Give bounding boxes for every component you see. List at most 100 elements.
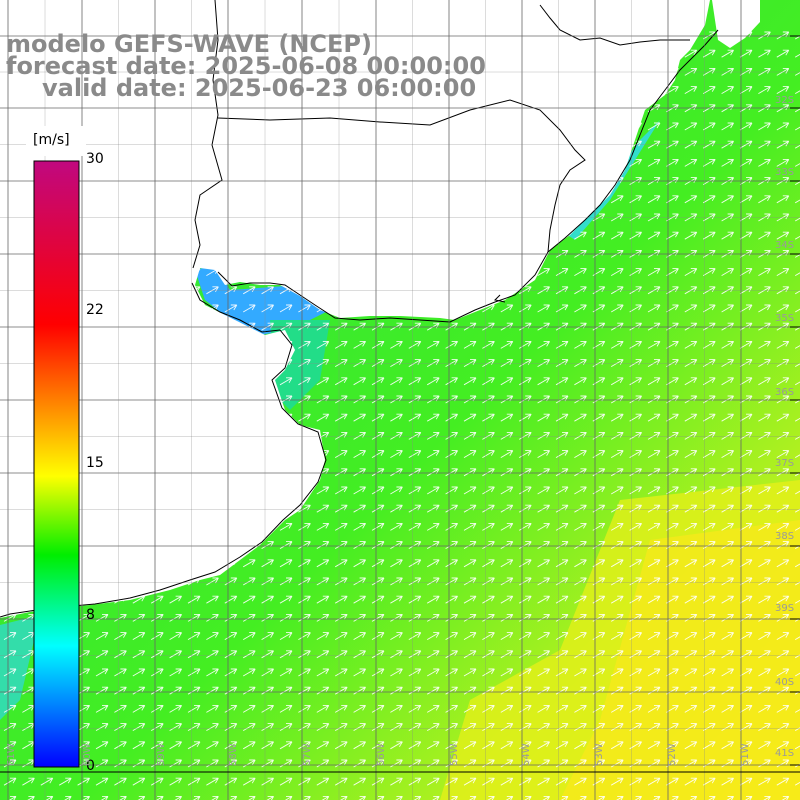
wind-arrow bbox=[224, 704, 238, 713]
wind-arrow bbox=[721, 359, 734, 367]
wind-arrow bbox=[739, 632, 753, 640]
wind-arrow bbox=[371, 450, 385, 458]
wind-arrow bbox=[279, 704, 293, 713]
wind-arrow bbox=[794, 636, 800, 640]
wind-arrow bbox=[261, 577, 274, 586]
wind-arrow bbox=[187, 632, 201, 640]
wind-arrow bbox=[666, 231, 679, 240]
wind-arrow bbox=[298, 595, 311, 604]
wind-arrow bbox=[390, 595, 403, 604]
wind-arrow bbox=[739, 268, 753, 276]
wind-arrow bbox=[242, 723, 256, 731]
peak-speed-patch bbox=[560, 520, 800, 800]
wind-arrow bbox=[684, 268, 698, 276]
wind-arrow bbox=[426, 704, 440, 713]
wind-arrow bbox=[298, 359, 311, 367]
wind-arrow bbox=[739, 613, 753, 622]
wind-arrow bbox=[390, 486, 403, 495]
wind-arrow bbox=[334, 486, 348, 495]
wind-arrow bbox=[684, 632, 698, 640]
wind-arrow bbox=[647, 741, 661, 750]
wind-arrow bbox=[445, 632, 458, 640]
wind-arrow bbox=[279, 613, 293, 622]
wind-arrow bbox=[739, 304, 753, 313]
colorbar-tick-15: 15 bbox=[86, 455, 104, 471]
wind-arrow bbox=[463, 668, 477, 677]
wind-arrow bbox=[150, 686, 164, 695]
wind-arrow bbox=[353, 340, 366, 349]
wind-arrow bbox=[610, 759, 624, 768]
wind-arrow bbox=[242, 741, 256, 750]
wind-arrow bbox=[555, 522, 569, 531]
wind-arrow bbox=[794, 527, 800, 531]
wind-arrow bbox=[463, 450, 477, 458]
wind-arrow bbox=[684, 122, 698, 131]
wind-arrow bbox=[500, 650, 514, 659]
wind-arrow bbox=[169, 650, 182, 659]
wind-arrow bbox=[794, 90, 800, 94]
lat-label-32s: 32S bbox=[775, 95, 795, 106]
wind-arrow bbox=[242, 759, 256, 768]
wind-arrow bbox=[445, 486, 458, 495]
wind-arrow bbox=[739, 668, 753, 677]
wind-arrow bbox=[518, 704, 532, 713]
wind-arrow bbox=[77, 668, 90, 677]
wind-arrow bbox=[408, 650, 422, 659]
wind-arrow bbox=[334, 723, 348, 731]
wind-arrow bbox=[758, 340, 771, 349]
wind-arrow bbox=[132, 686, 146, 695]
wind-arrow bbox=[334, 559, 348, 568]
wind-arrow bbox=[702, 741, 716, 750]
wind-arrow bbox=[500, 704, 514, 713]
wind-arrow bbox=[206, 741, 219, 750]
wind-arrow bbox=[114, 686, 127, 695]
wind-arrow bbox=[279, 741, 293, 750]
wind-arrow bbox=[426, 741, 440, 750]
wind-arrow bbox=[518, 595, 532, 604]
wind-arrow bbox=[684, 340, 698, 349]
wind-arrow bbox=[150, 777, 164, 786]
lat-label-36s: 36S bbox=[775, 387, 795, 398]
wind-arrow bbox=[426, 340, 440, 349]
wind-arrow bbox=[169, 668, 182, 677]
wind-arrow bbox=[206, 777, 219, 786]
wind-arrow bbox=[574, 759, 587, 768]
wind-arrow bbox=[482, 650, 495, 659]
wind-arrow bbox=[776, 359, 790, 367]
wind-arrow bbox=[739, 595, 753, 604]
wind-arrow bbox=[794, 53, 800, 58]
coastline bbox=[217, 99, 586, 253]
wind-arrow bbox=[721, 686, 734, 695]
wind-arrow bbox=[95, 668, 109, 677]
wind-arrow bbox=[702, 340, 716, 349]
wind-arrow bbox=[647, 268, 661, 276]
wind-arrow bbox=[334, 595, 348, 604]
wind-arrow bbox=[150, 650, 164, 659]
wind-arrow bbox=[132, 741, 146, 750]
wind-arrow bbox=[371, 595, 385, 604]
wind-arrow bbox=[353, 741, 366, 750]
wind-arrow bbox=[298, 613, 311, 622]
wind-arrow bbox=[555, 450, 569, 458]
wind-arrow bbox=[22, 777, 35, 786]
wind-arrow bbox=[353, 704, 366, 713]
wind-arrow bbox=[500, 559, 514, 568]
wind-arrow bbox=[776, 632, 790, 640]
wind-arrow bbox=[518, 304, 532, 313]
wind-arrow bbox=[702, 668, 716, 677]
wind-arrow bbox=[702, 450, 716, 458]
wind-arrow bbox=[574, 668, 587, 677]
wind-arrow bbox=[702, 304, 716, 313]
wind-arrow bbox=[426, 359, 440, 367]
wind-arrow bbox=[666, 450, 679, 458]
wind-arrow bbox=[702, 195, 716, 204]
wind-arrow bbox=[408, 613, 422, 622]
wind-arrow bbox=[739, 741, 753, 750]
wind-arrow bbox=[610, 723, 624, 731]
wind-arrow bbox=[666, 759, 679, 768]
wind-arrow bbox=[574, 377, 587, 386]
wind-arrow bbox=[684, 759, 698, 768]
wind-arrow bbox=[537, 377, 550, 386]
wind-arrow bbox=[721, 86, 734, 94]
wind-arrow bbox=[684, 522, 698, 531]
